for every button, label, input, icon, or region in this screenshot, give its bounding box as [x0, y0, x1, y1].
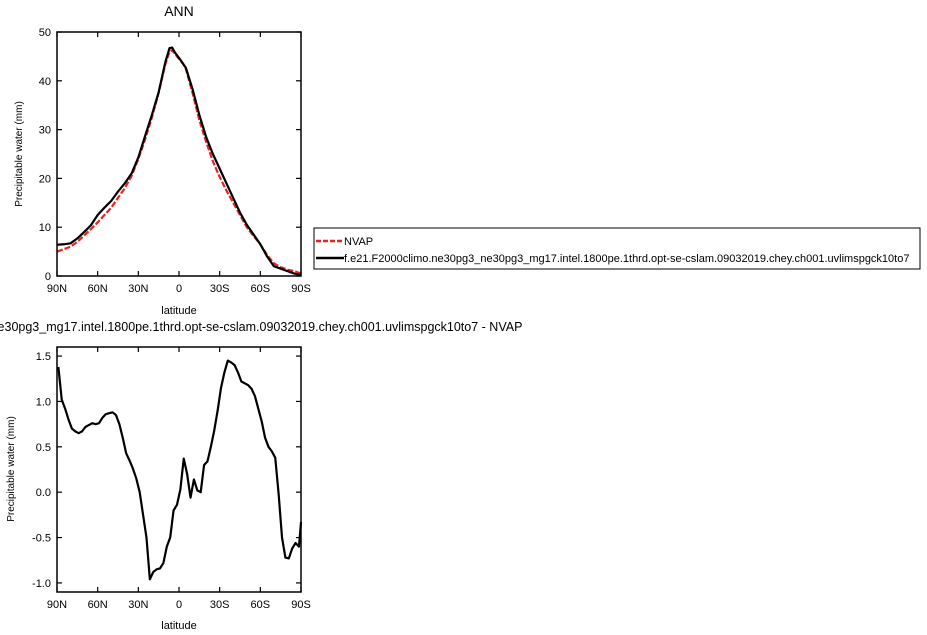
panel2-y-tick-label: 0.0 [36, 487, 51, 499]
panel1-plot-area [56, 46, 302, 277]
panel1-y-axis-label: Precipitable water (mm) [14, 101, 25, 207]
panel2-x-tick-label: 60N [88, 599, 108, 611]
panel2-x-tick-label: 90S [291, 599, 311, 611]
panel2-x-axis-label: latitude [161, 620, 196, 632]
panel1-y-ticks: 0 10 20 30 40 50 [39, 27, 301, 283]
legend-box [313, 227, 921, 270]
panel1-x-tick-label: 30N [128, 283, 148, 295]
panel-difference: f.e21.F2000climo.ne30pg3_ne30pg3_mg17.in… [0, 320, 522, 632]
panel1-x-tick-label: 30S [210, 283, 230, 295]
panel1-y-tick-label: 0 [45, 271, 51, 283]
legend-label-model: f.e21.F2000climo.ne30pg3_ne30pg3_mg17.in… [344, 253, 909, 265]
panel1-x-ticks: 90N 60N 30N 0 30S 60S 90S [47, 32, 311, 295]
panel1-x-tick-label: 90N [47, 283, 67, 295]
panel2-title: f.e21.F2000climo.ne30pg3_ne30pg3_mg17.in… [0, 320, 522, 334]
panel1-x-tick-label: 90S [291, 283, 311, 295]
panel1-series-line-0 [56, 48, 302, 275]
panel1-y-tick-label: 50 [39, 27, 51, 39]
panel2-x-tick-label: 0 [176, 599, 182, 611]
panel1-y-tick-label: 30 [39, 125, 51, 137]
panel1-x-axis-label: latitude [161, 305, 196, 317]
panel2-y-tick-label: -1.0 [32, 578, 51, 590]
panel1-frame [56, 31, 302, 277]
panel1-x-tick-label: 0 [176, 283, 182, 295]
legend: NVAP f.e21.F2000climo.ne30pg3_ne30pg3_mg… [313, 227, 921, 270]
panel1-y-tick-label: 40 [39, 76, 51, 88]
panel-ann: ANN 90N 60N 30N 0 30S 60S 90S 0 10 20 30 40 50 lati… [14, 3, 311, 317]
panel1-series-line-1 [56, 46, 302, 277]
panel1-y-tick-label: 10 [39, 222, 51, 234]
panel2-x-tick-label: 30N [128, 599, 148, 611]
panel2-x-tick-label: 60S [251, 599, 271, 611]
panel1-x-tick-label: 60S [251, 283, 271, 295]
legend-label-nvap: NVAP [344, 236, 373, 248]
panel2-y-tick-label: 1.5 [36, 351, 51, 363]
panel2-frame [56, 346, 302, 593]
panel2-plot-area [57, 359, 303, 581]
panel2-x-tick-label: 30S [210, 599, 230, 611]
panel1-y-tick-label: 20 [39, 173, 51, 185]
panel2-y-axis-label: Precipitable water (mm) [6, 416, 17, 522]
panel2-series-line-0 [57, 359, 303, 581]
panel2-y-tick-label: 0.5 [36, 442, 51, 454]
panel1-x-tick-label: 60N [88, 283, 108, 295]
panel1-title: ANN [164, 3, 194, 19]
panel2-y-tick-label: -0.5 [32, 533, 51, 545]
panel2-y-tick-label: 1.0 [36, 396, 51, 408]
panel2-y-ticks: -1.0 -0.5 0.0 0.5 1.0 1.5 [32, 351, 301, 590]
panel2-x-ticks: 90N 60N 30N 0 30S 60S 90S [47, 347, 311, 611]
panel2-x-tick-label: 90N [47, 599, 67, 611]
